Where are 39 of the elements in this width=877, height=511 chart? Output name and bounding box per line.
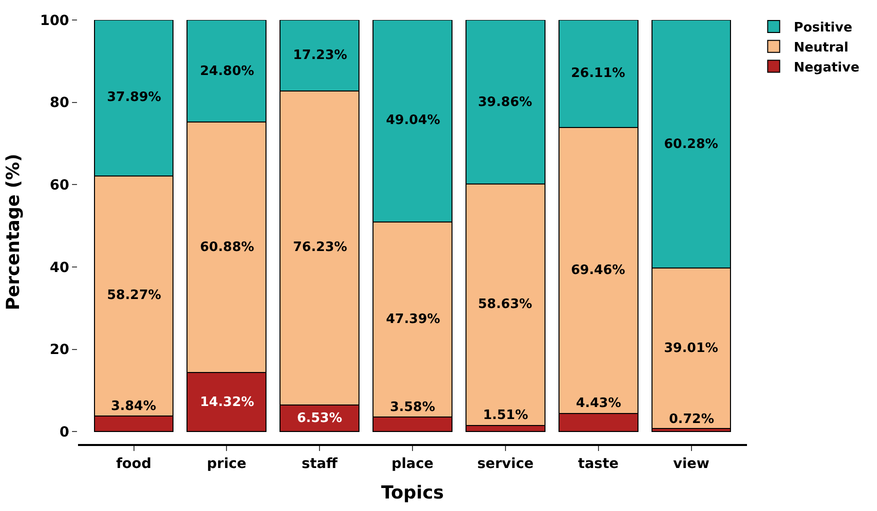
data-label: 24.80% [200,64,254,79]
y-tick-label: 80 [50,95,70,112]
y-tick-label: 20 [50,342,70,358]
x-tick-label: food [116,456,152,472]
y-tick-label: 40 [50,260,70,276]
data-label: 14.32% [200,395,254,410]
data-label: 37.89% [107,90,162,105]
data-label: 26.11% [571,66,626,81]
data-label: 3.84% [111,399,156,414]
data-label: 3.58% [390,400,436,415]
data-label: 39.86% [478,95,532,110]
legend-label: Positive [794,20,852,36]
x-tick-label: place [391,456,434,472]
legend-label: Neutral [794,40,849,56]
data-label: 47.39% [386,312,440,327]
x-tick-label: view [673,456,710,472]
y-axis-title: Percentage (%) [3,154,24,310]
x-axis-title: Topics [381,482,444,504]
x-tick-label: service [477,456,534,472]
data-label: 76.23% [293,240,348,255]
x-tick-label: staff [302,456,338,472]
data-label: 69.46% [571,263,626,278]
data-label: 0.72% [669,412,714,427]
legend-label: Negative [794,60,860,76]
y-tick-label: 0 [59,424,70,441]
x-tick-label: taste [578,456,619,472]
data-label: 17.23% [293,48,348,63]
data-label: 58.63% [478,297,532,312]
x-tick-label: price [206,456,246,472]
y-tick-label: 100 [40,12,70,29]
data-label: 6.53% [297,411,342,426]
data-label: 39.01% [664,341,718,356]
data-label: 60.88% [200,240,254,255]
y-tick-label: 60 [50,178,70,194]
data-label: 58.27% [107,288,162,303]
data-label: 49.04% [386,113,440,128]
data-label: 1.51% [483,408,528,423]
data-label: 60.28% [664,137,718,152]
data-label: 4.43% [576,396,622,411]
